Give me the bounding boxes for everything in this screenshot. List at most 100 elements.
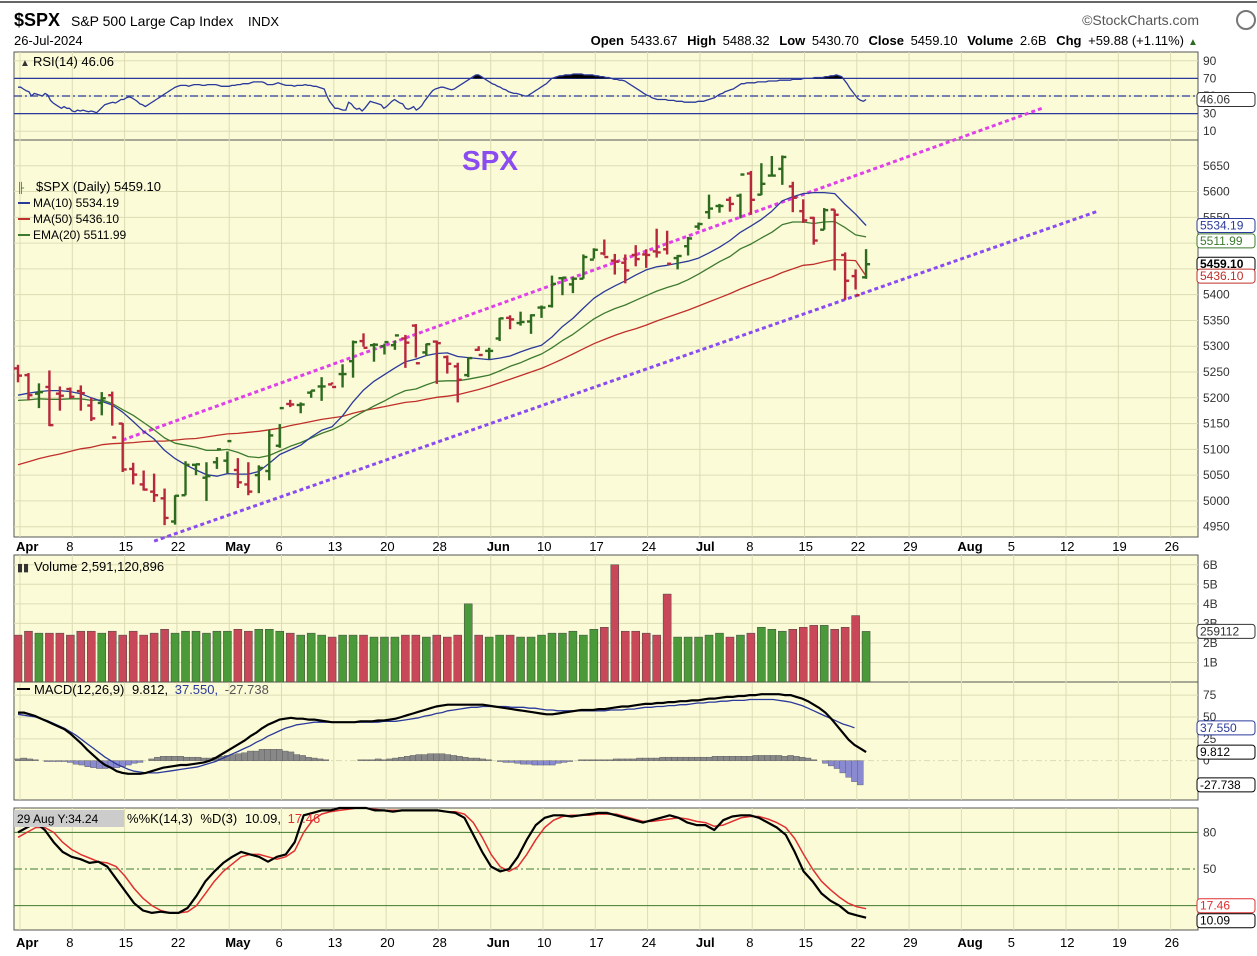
macd-histogram-bar (857, 760, 864, 786)
volume-bar (819, 625, 829, 683)
volume-bar (537, 634, 546, 683)
volume-bar (128, 630, 138, 683)
volume-bar (55, 632, 65, 683)
macd-histogram-bar (798, 756, 806, 761)
settings-icon[interactable] (1236, 10, 1256, 30)
price-value-tag-box (1196, 268, 1256, 284)
low-value: 5430.70 (812, 33, 859, 48)
volume-icon: ▮▮ (17, 562, 29, 574)
price-tick: 5100 (1203, 442, 1230, 456)
macd-tick: 0 (1203, 754, 1210, 768)
macd-line (18, 693, 867, 775)
x-tick-label: Apr (16, 935, 38, 950)
hist-value: -27.738 (225, 682, 269, 697)
macd-histogram-bar (316, 758, 324, 761)
volume-bar (212, 630, 222, 683)
macd-histogram-bar (752, 755, 759, 761)
macd-histogram-bar (735, 756, 742, 761)
macd-histogram-bar (276, 749, 283, 761)
volume-bar (401, 634, 410, 683)
macd-histogram-bar (194, 756, 202, 761)
x-tick-label: 17 (589, 539, 603, 554)
volume-tick: 2B (1203, 636, 1218, 650)
rsi-line (18, 73, 867, 114)
x-tick-label: 12 (1060, 539, 1074, 554)
stoch-k-label: %K(14,3) (139, 811, 193, 826)
macd-histogram-bar (78, 760, 86, 766)
volume-bar (306, 632, 316, 683)
rsi-value-tag-box (1196, 91, 1256, 107)
volume-bar (662, 593, 672, 683)
macd-histogram-bar (659, 756, 666, 761)
volume-bar (484, 636, 494, 683)
macd-histogram-bar (769, 755, 777, 761)
high-value: 5488.32 (723, 33, 770, 48)
volume-bar (788, 628, 798, 683)
macd-signal-line (17, 698, 855, 774)
x-tick-label: May (225, 935, 251, 950)
price-tick: 5400 (1203, 288, 1230, 302)
rsi-legend: ▲ RSI(14) 46.06 (20, 54, 114, 69)
volume-bar (45, 632, 54, 683)
volume-bar (202, 632, 211, 683)
volume-bar (443, 636, 452, 683)
x-tick-label: 28 (432, 539, 446, 554)
macd-histogram-bar (14, 758, 22, 761)
rsi-tick: 90 (1203, 54, 1217, 68)
macd-histogram-bar (287, 751, 295, 761)
macd-histogram-bar (450, 755, 457, 761)
macd-histogram-bar (72, 760, 80, 765)
macd-histogram-bar (403, 756, 411, 761)
stoch-tick: 50 (1203, 862, 1217, 876)
macd-histogram-bar (531, 760, 539, 766)
volume-bar (411, 634, 421, 683)
price-value-tag: 5459.10 (1200, 257, 1244, 271)
price-tick: 5300 (1203, 339, 1230, 353)
volume-bar (600, 627, 609, 683)
ma10-legend-text: MA(10) 5534.19 (33, 196, 119, 210)
stoch-value-tag: 17.46 (1200, 899, 1230, 913)
x-tick-label: 26 (1165, 935, 1179, 950)
macd-histogram-bar (32, 759, 39, 761)
volume-bar (359, 634, 368, 683)
macd-histogram-bar (183, 756, 190, 761)
macd-histogram-bar (543, 760, 550, 766)
macd-histogram-bar (293, 754, 301, 761)
x-tick-label: 15 (799, 539, 813, 554)
macd-histogram-bar (595, 759, 603, 761)
volume-value-tag: 259112 (1200, 624, 1239, 638)
macd-histogram-bar (839, 760, 847, 774)
macd-histogram-bar (264, 749, 271, 761)
macd-histogram-bar (537, 760, 544, 766)
stockcharts-logo[interactable]: ©StockCharts.com (1082, 12, 1199, 28)
signal-value: 37.550 (175, 682, 215, 697)
macd-histogram-bar (845, 760, 852, 778)
ticker-symbol: $SPX (14, 10, 60, 30)
volume-bar (778, 630, 787, 683)
low-label: Low (779, 33, 806, 48)
x-tick-label: 20 (380, 935, 394, 950)
x-tick-label: 20 (380, 539, 394, 554)
macd-histogram-bar (49, 760, 57, 762)
exchange-code: INDX (248, 14, 279, 29)
macd-value-tag-box (1196, 720, 1256, 736)
price-legend-text: $SPX (Daily) 5459.10 (36, 179, 161, 194)
x-tick-label: 22 (171, 935, 185, 950)
macd-histogram-bar (613, 758, 620, 761)
macd-legend: MACD(12,26,9) 9.812, 37.550, -27.738 (17, 682, 269, 697)
x-tick-label: 26 (1165, 539, 1179, 554)
macd-histogram-bar (299, 755, 306, 761)
volume-bar (223, 630, 232, 683)
macd-histogram-bar (560, 760, 568, 763)
macd-histogram-bar (589, 759, 597, 761)
x-tick-label: 8 (66, 935, 73, 950)
volume-bar (139, 634, 148, 683)
volume-tick: 1B (1203, 655, 1218, 669)
volume-bar (233, 628, 243, 683)
volume-bar (861, 631, 871, 683)
ma50-line (17, 258, 867, 466)
volume-tick: 5B (1203, 577, 1218, 591)
price-value-tag: 5436.10 (1200, 269, 1244, 283)
macd-histogram-bar (473, 757, 481, 761)
